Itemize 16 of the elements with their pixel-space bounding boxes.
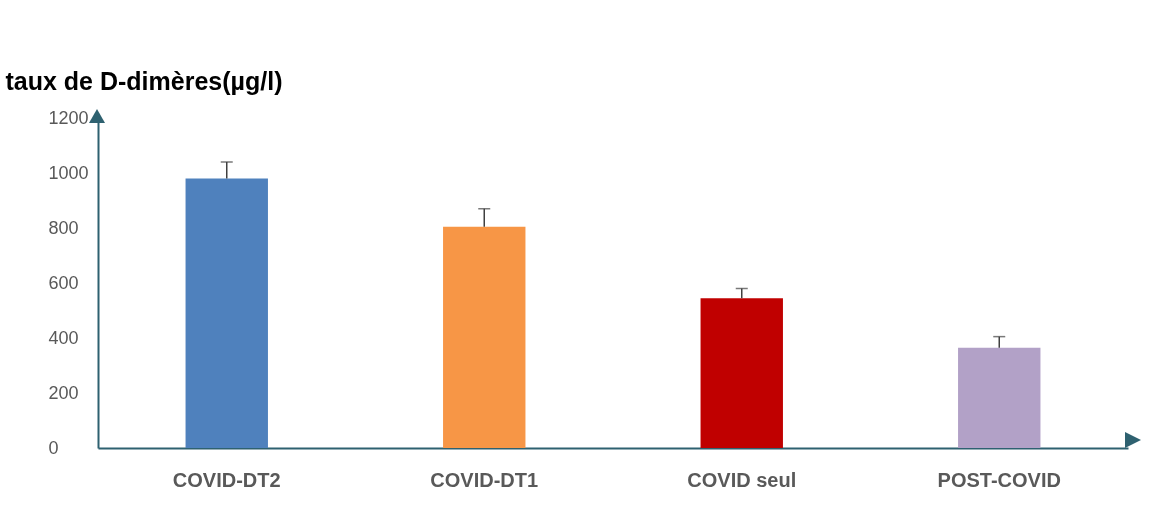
bar xyxy=(700,298,783,448)
y-tick-label: 1200 xyxy=(48,107,89,128)
y-tick-label: 1000 xyxy=(48,162,89,183)
y-tick-label: 600 xyxy=(48,272,79,293)
x-tick-label: COVID-DT2 xyxy=(172,468,281,491)
y-tick-label: 200 xyxy=(48,382,79,403)
x-tick-label: COVID seul xyxy=(687,468,797,491)
y-axis-title: taux de D-dimères(µg/l) xyxy=(5,66,283,95)
y-tick-label: 400 xyxy=(48,327,79,348)
y-tick-label: 0 xyxy=(48,437,59,458)
bar xyxy=(185,178,268,448)
y-tick-label: 800 xyxy=(48,217,79,238)
x-tick-label: POST-COVID xyxy=(937,468,1061,491)
x-tick-label: COVID-DT1 xyxy=(430,468,539,491)
bar xyxy=(443,226,526,448)
bar xyxy=(958,347,1041,448)
